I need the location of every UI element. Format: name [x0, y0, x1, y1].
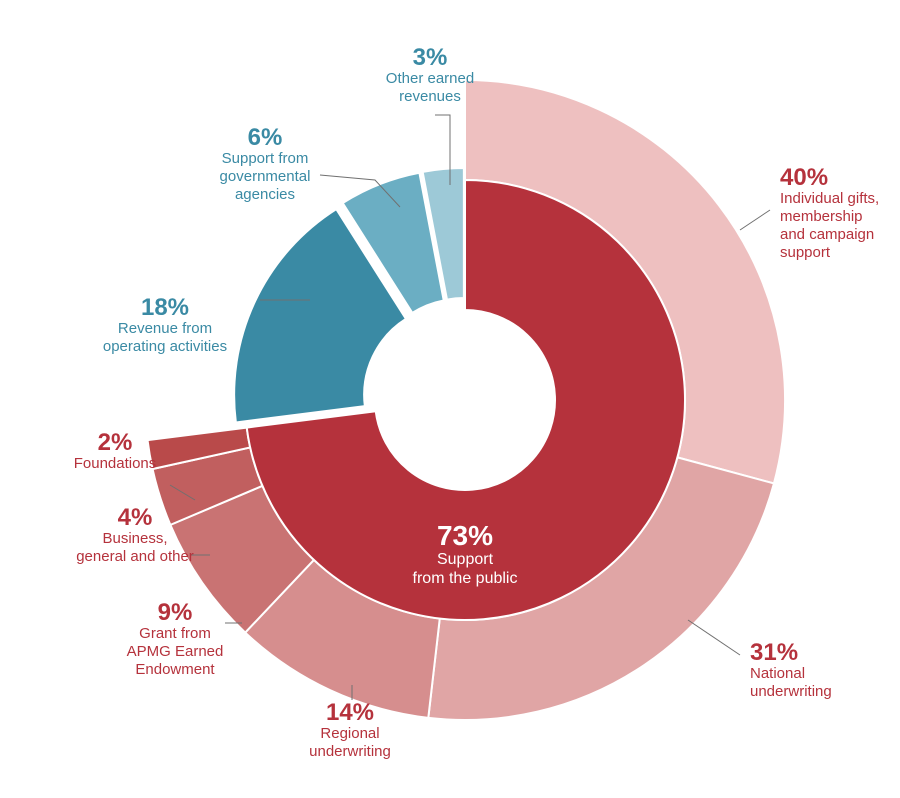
text-label: Grant from: [139, 625, 211, 642]
text-label: underwriting: [309, 743, 391, 760]
leader-line: [740, 210, 770, 230]
percent-label: 6%: [248, 124, 283, 151]
text-label: Support: [437, 551, 494, 568]
text-label: support: [780, 244, 831, 261]
text-label: Support from: [222, 150, 309, 167]
text-label: Other earned: [386, 70, 474, 87]
slice-label: 2%Foundations: [74, 429, 157, 472]
percent-label: 14%: [326, 699, 374, 726]
text-label: underwriting: [750, 683, 832, 700]
text-label: Individual gifts,: [780, 190, 879, 207]
text-label: and campaign: [780, 226, 874, 243]
text-label: APMG Earned: [127, 643, 224, 660]
percent-label: 3%: [413, 44, 448, 71]
revenue-donut-chart: 40%Individual gifts,membershipand campai…: [0, 0, 900, 798]
slice-label: 3%Other earnedrevenues: [386, 44, 474, 105]
text-label: revenues: [399, 88, 461, 105]
percent-label: 73%: [437, 520, 493, 551]
text-label: general and other: [76, 548, 194, 565]
slice-label: 9%Grant fromAPMG EarnedEndowment: [127, 599, 224, 678]
percent-label: 9%: [158, 599, 193, 626]
percent-label: 40%: [780, 164, 828, 191]
text-label: Foundations: [74, 455, 157, 472]
text-label: from the public: [413, 570, 518, 587]
text-label: National: [750, 665, 805, 682]
text-label: agencies: [235, 186, 295, 203]
slice-label: 6%Support fromgovernmentalagencies: [220, 124, 311, 203]
text-label: Business,: [102, 530, 167, 547]
percent-label: 4%: [118, 504, 153, 531]
percent-label: 2%: [98, 429, 133, 456]
slice-label: 18%Revenue fromoperating activities: [103, 294, 227, 355]
text-label: membership: [780, 208, 863, 225]
text-label: Revenue from: [118, 320, 212, 337]
text-label: Endowment: [135, 661, 215, 678]
percent-label: 18%: [141, 294, 189, 321]
text-label: Regional: [320, 725, 379, 742]
leader-line: [688, 620, 740, 655]
slice-label: 31%Nationalunderwriting: [750, 639, 832, 700]
percent-label: 31%: [750, 639, 798, 666]
text-label: operating activities: [103, 338, 227, 355]
slice-label: 40%Individual gifts,membershipand campai…: [780, 164, 879, 261]
text-label: governmental: [220, 168, 311, 185]
